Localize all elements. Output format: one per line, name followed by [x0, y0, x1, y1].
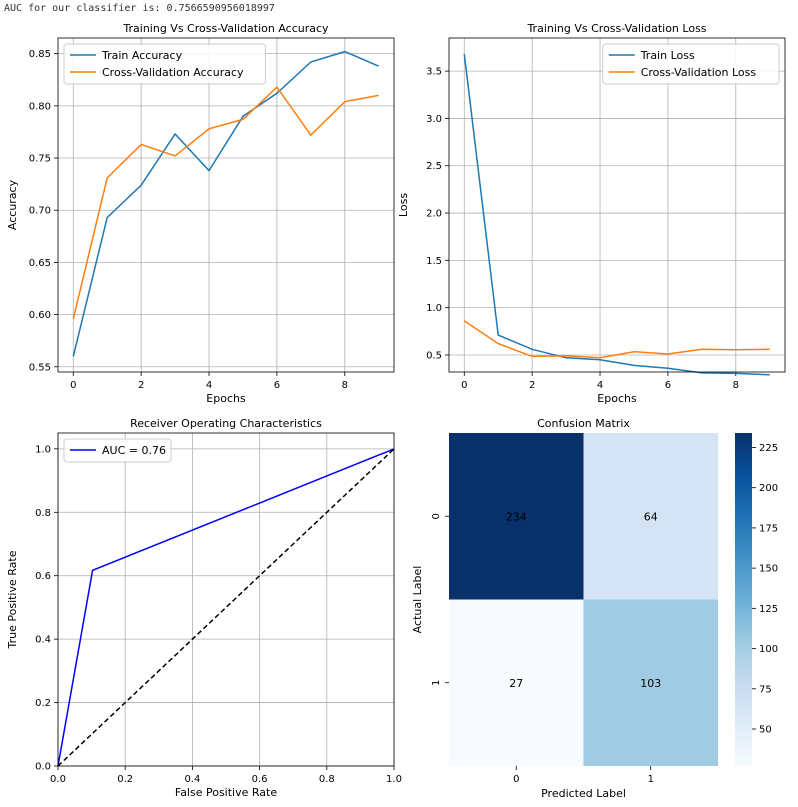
confusion-matrix-chart: Confusion Matrix 234 64 27 103 0 1 0 1 Predicted … — [411, 417, 778, 800]
acc-title: Training Vs Cross-Validation Accuracy — [122, 22, 329, 35]
loss-chart: Training Vs Cross-Validation Loss 0 2 4 6 8 0.… — [397, 22, 786, 405]
cm-cell-label-1-0: 27 — [509, 677, 523, 690]
loss-ytick-label: 1.5 — [426, 256, 442, 267]
loss-xtick-label: 4 — [597, 380, 603, 391]
acc-legend-box — [63, 43, 266, 85]
acc-xtick-label: 0 — [70, 380, 76, 391]
cm-cell-0-0 — [449, 433, 584, 600]
acc-ytick-label: 0.75 — [29, 154, 51, 165]
acc-ytick-label: 0.60 — [29, 310, 51, 321]
loss-ytick-label: 2.5 — [426, 161, 442, 172]
acc-frame — [57, 37, 395, 373]
loss-ytick-label: 2.0 — [426, 209, 442, 220]
cm-ytick-label: 1 — [431, 680, 442, 686]
loss-xtick-label: 2 — [529, 380, 535, 391]
acc-xtick-label: 4 — [206, 380, 212, 391]
acc-xtick-label: 8 — [342, 380, 348, 391]
roc-chart: Receiver Operating Characteristics 0.0 0.2… — [6, 417, 402, 799]
roc-legend-box — [63, 438, 172, 463]
loss-series-0-line — [463, 54, 770, 376]
loss-legend-label-0: Train Loss — [640, 49, 695, 62]
cm-colorbar-tick-label: 75 — [759, 684, 772, 695]
cm-colorbar-tick-label: 125 — [759, 604, 778, 615]
loss-ytick-label: 3.0 — [426, 114, 442, 125]
cm-ytick-label: 0 — [431, 513, 442, 519]
cm-colorbar-tick-label: 200 — [759, 483, 778, 494]
cm-cell-label-0-0: 234 — [506, 510, 527, 523]
cm-colorbar-tick-label: 175 — [759, 523, 778, 534]
acc-xtick-label: 2 — [138, 380, 144, 391]
acc-legend-label-0: Train Accuracy — [101, 49, 183, 62]
cm-cell-1-1 — [583, 599, 718, 766]
roc-xtick-label: 0.4 — [184, 774, 200, 785]
loss-ylabel: Loss — [397, 193, 410, 217]
acc-ylabel: Accuracy — [6, 179, 19, 230]
roc-xtick-label: 1.0 — [386, 774, 402, 785]
acc-legend-label-1: Cross-Validation Accuracy — [102, 66, 244, 79]
roc-xtick-label: 0.2 — [117, 774, 133, 785]
cm-xlabel: Predicted Label — [541, 787, 626, 800]
roc-xtick-label: 0.0 — [50, 774, 66, 785]
roc-xtick-label: 0.8 — [319, 774, 335, 785]
cm-title: Confusion Matrix — [537, 417, 630, 430]
accuracy-chart: Training Vs Cross-Validation Accuracy 0 2 4… — [6, 22, 395, 405]
cm-cell-0-1 — [583, 433, 718, 600]
cm-cell-label-0-1: 64 — [644, 510, 658, 523]
loss-legend-box — [602, 43, 780, 85]
cm-colorbar-tick-label: 50 — [759, 725, 772, 736]
cm-colorbar-tick-label: 100 — [759, 644, 778, 655]
acc-series-1-line — [72, 85, 379, 319]
loss-ytick-label: 3.5 — [426, 67, 442, 78]
roc-xlabel: False Positive Rate — [175, 786, 277, 799]
roc-legend-label-0: AUC = 0.76 — [102, 444, 166, 457]
loss-xtick-label: 6 — [665, 380, 671, 391]
loss-frame — [448, 37, 786, 373]
loss-title: Training Vs Cross-Validation Loss — [526, 22, 706, 35]
roc-series-0-line — [57, 448, 395, 767]
loss-xtick-label: 8 — [733, 380, 739, 391]
acc-xtick-label: 6 — [274, 380, 280, 391]
roc-frame — [57, 432, 395, 767]
roc-ytick-label: 0.2 — [35, 698, 51, 709]
roc-series-1-line — [57, 448, 395, 767]
cm-colorbar-tick-label: 150 — [759, 564, 778, 575]
roc-ytick-label: 1.0 — [35, 444, 51, 455]
roc-ytick-label: 0.4 — [35, 635, 51, 646]
acc-ytick-label: 0.70 — [29, 206, 51, 217]
acc-ytick-label: 0.55 — [29, 362, 51, 373]
loss-legend-label-1: Cross-Validation Loss — [641, 66, 757, 79]
cm-colorbar-tick-label: 225 — [759, 443, 778, 454]
roc-xtick-label: 0.6 — [252, 774, 268, 785]
roc-ytick-label: 0.6 — [35, 571, 51, 582]
loss-ytick-label: 1.0 — [426, 303, 442, 314]
cm-xtick-label: 0 — [513, 774, 519, 785]
acc-ytick-label: 0.65 — [29, 258, 51, 269]
loss-xtick-label: 0 — [461, 380, 467, 391]
acc-series-0-line — [72, 50, 379, 357]
roc-ytick-label: 0.0 — [35, 762, 51, 773]
cm-cell-1-0 — [449, 599, 584, 766]
loss-ytick-label: 0.5 — [426, 350, 442, 361]
roc-title: Receiver Operating Characteristics — [130, 417, 322, 430]
cm-colorbar — [735, 433, 752, 766]
cm-ylabel: Actual Label — [411, 566, 424, 634]
roc-ytick-label: 0.8 — [35, 508, 51, 519]
auc-log-line: AUC for our classifier is: 0.75665909560… — [4, 3, 275, 14]
cm-xtick-label: 1 — [648, 774, 654, 785]
loss-series-1-line — [463, 320, 770, 359]
acc-ytick-label: 0.80 — [29, 101, 51, 112]
cm-cell-label-1-1: 103 — [640, 677, 661, 690]
loss-xlabel: Epochs — [597, 392, 637, 405]
acc-ytick-label: 0.85 — [29, 49, 51, 60]
acc-xlabel: Epochs — [206, 392, 246, 405]
roc-ylabel: True Positive Rate — [6, 550, 19, 649]
